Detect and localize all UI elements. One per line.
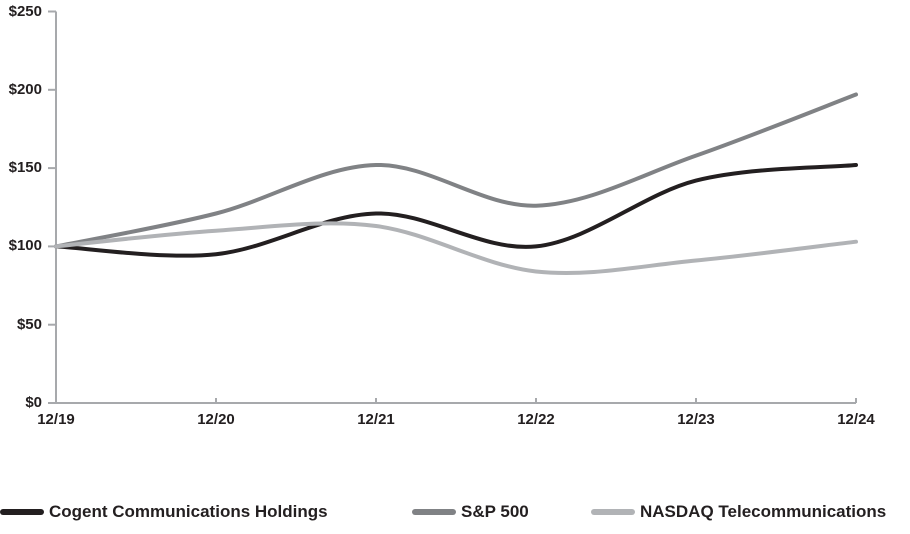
legend-label: NASDAQ Telecommunications: [640, 502, 887, 521]
y-tick-label: $250: [8, 2, 42, 20]
x-tick-label: 12/19: [37, 411, 75, 428]
x-tick-label: 12/21: [357, 411, 395, 428]
legend-swatch-nasdaq: [591, 509, 635, 515]
y-tick-label: $0: [25, 394, 42, 411]
legend-item: Cogent Communications Holdings: [0, 500, 328, 524]
y-tick-label: $100: [8, 237, 42, 255]
x-tick-label: 12/23: [677, 411, 715, 428]
legend-label: Cogent Communications Holdings: [49, 502, 328, 521]
y-tick-label: $150: [8, 159, 42, 177]
legend-swatch-cogent: [0, 509, 44, 515]
chart-plot-area: [48, 10, 858, 404]
y-tick-label: $50: [16, 315, 42, 333]
series-line: [54, 163, 858, 258]
chart-axes: [55, 11, 856, 404]
chart-series-lines: [54, 92, 858, 275]
x-tick-label: 12/20: [197, 411, 235, 428]
x-tick-label: 12/24: [837, 411, 875, 428]
legend-label: S&P 500: [461, 502, 529, 521]
legend-swatch-sp500: [412, 509, 456, 515]
x-tick-label: 12/22: [517, 411, 555, 428]
series-line: [54, 221, 858, 275]
chart-ticks: [48, 10, 857, 404]
legend-item: NASDAQ Telecommunications: [591, 500, 886, 524]
legend-item: S&P 500: [412, 500, 529, 524]
y-tick-label: $200: [8, 80, 42, 98]
series-line: [54, 92, 858, 249]
